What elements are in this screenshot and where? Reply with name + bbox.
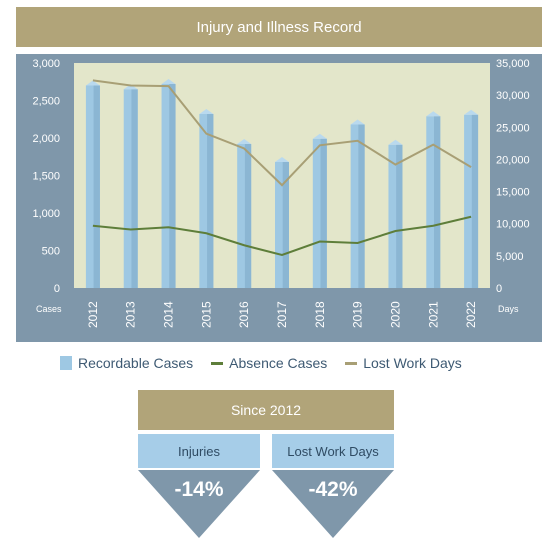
bar-cap xyxy=(123,84,138,90)
lost-days-stat-header: Lost Work Days xyxy=(272,434,394,468)
bar-cap xyxy=(388,139,403,145)
x-tick-label-2015: 2015 xyxy=(199,301,213,328)
lost-days-stat-label: Lost Work Days xyxy=(287,443,379,459)
bar-2015 xyxy=(199,109,214,288)
right-tick-label: 25,000 xyxy=(496,122,530,134)
bar-cap xyxy=(237,139,252,144)
bar-2021 xyxy=(426,111,441,288)
left-tick-label: 0 xyxy=(54,283,60,295)
bar-shade xyxy=(358,124,365,288)
left-tick-label: 2,500 xyxy=(32,96,60,108)
x-tick-label-2017: 2017 xyxy=(275,301,289,328)
right-tick-label: 20,000 xyxy=(496,154,530,166)
x-tick-label-2012: 2012 xyxy=(86,301,100,328)
legend-swatch-lost-days xyxy=(345,361,358,365)
chart-title: Injury and Illness Record xyxy=(196,18,362,36)
bar-shade xyxy=(169,84,176,288)
injuries-stat-header: Injuries xyxy=(138,434,260,468)
since-header: Since 2012 xyxy=(138,390,394,430)
right-tick-label: 15,000 xyxy=(496,187,530,199)
bar-shade xyxy=(282,162,289,288)
chart-svg: 0 500 1,000 1,500 2,000 2,500 3,000 0 5,000 10,00… xyxy=(32,58,530,328)
right-tick-label: 0 xyxy=(496,283,502,295)
lost-days-stat-triangle xyxy=(272,470,394,538)
bar-shade xyxy=(93,85,100,288)
bar-shade xyxy=(244,144,252,288)
bar-shade xyxy=(396,144,403,288)
right-axis-label: Days xyxy=(498,304,519,314)
bar-cap xyxy=(312,133,327,139)
bar-2018 xyxy=(312,133,327,288)
lost-work-days-line xyxy=(92,79,472,187)
bar-2022 xyxy=(464,109,479,288)
chart-panel: 0 500 1,000 1,500 2,000 2,500 3,000 0 5,000 10,00… xyxy=(16,54,542,342)
bar-cap xyxy=(199,109,214,114)
injuries-stat-label: Injuries xyxy=(178,443,220,459)
bar-2014 xyxy=(161,79,176,288)
x-tick-label-2016: 2016 xyxy=(237,301,251,328)
legend-label-lost-days: Lost Work Days xyxy=(363,355,462,371)
left-tick-label: 3,000 xyxy=(32,58,60,70)
left-axis-label: Cases xyxy=(36,304,62,314)
bar-2012 xyxy=(85,80,100,288)
legend-swatch-recordable xyxy=(60,356,72,370)
bar-cap xyxy=(275,157,289,162)
x-tick-label-2021: 2021 xyxy=(426,301,440,328)
x-tick-label-2019: 2019 xyxy=(351,301,365,328)
bar-cap xyxy=(426,111,441,117)
legend-label-recordable: Recordable Cases xyxy=(78,355,194,371)
left-tick-label: 1,000 xyxy=(32,208,60,220)
bar-cap xyxy=(161,79,176,84)
bar-shade xyxy=(433,116,441,288)
left-tick-label: 1,500 xyxy=(32,171,60,183)
legend-item-lost-days: Lost Work Days xyxy=(345,355,462,371)
absence-cases-line xyxy=(92,215,472,257)
lost-days-stat-value: -42% xyxy=(308,478,358,501)
bar-cap xyxy=(464,109,479,115)
x-tick-label-2020: 2020 xyxy=(388,301,402,328)
bar-cap xyxy=(85,80,100,86)
injuries-stat-triangle xyxy=(138,470,260,538)
since-title: Since 2012 xyxy=(230,402,302,418)
bar-shade xyxy=(471,114,479,288)
legend-item-recordable: Recordable Cases xyxy=(60,355,193,371)
x-tick-label-2014: 2014 xyxy=(162,301,176,328)
legend-label-absence: Absence Cases xyxy=(229,355,328,371)
bar-cap xyxy=(350,119,365,125)
injuries-stat-value: -14% xyxy=(174,478,224,501)
bar-2019 xyxy=(350,119,365,288)
bar-2016 xyxy=(237,139,252,288)
right-tick-label: 30,000 xyxy=(496,90,530,102)
bar-shade xyxy=(131,89,138,288)
right-tick-label: 35,000 xyxy=(496,58,530,70)
right-tick-label: 10,000 xyxy=(496,219,530,231)
x-tick-label-2018: 2018 xyxy=(313,301,327,328)
bar-2020 xyxy=(388,139,403,288)
chart-legend: Recordable Cases Absence Cases Lost Work… xyxy=(60,352,520,374)
bar-shade xyxy=(320,138,327,288)
bar-shade xyxy=(207,114,214,288)
left-tick-label: 2,000 xyxy=(32,133,60,145)
bar-2013 xyxy=(123,84,138,288)
bar-2017 xyxy=(275,157,289,288)
x-tick-label-2022: 2022 xyxy=(464,301,478,328)
legend-item-absence: Absence Cases xyxy=(211,355,327,371)
x-tick-label-2013: 2013 xyxy=(124,301,138,328)
chart-title-bar: Injury and Illness Record xyxy=(16,7,542,47)
legend-swatch-absence xyxy=(211,361,224,365)
left-tick-label: 500 xyxy=(42,246,60,258)
right-tick-label: 5,000 xyxy=(496,251,524,263)
